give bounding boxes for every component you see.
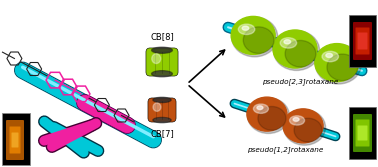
Ellipse shape — [315, 44, 359, 82]
FancyBboxPatch shape — [358, 125, 367, 140]
Ellipse shape — [257, 106, 263, 110]
Ellipse shape — [153, 71, 171, 76]
Ellipse shape — [253, 104, 268, 113]
FancyBboxPatch shape — [6, 120, 24, 160]
Ellipse shape — [243, 27, 274, 53]
Ellipse shape — [154, 118, 170, 122]
FancyBboxPatch shape — [355, 120, 370, 146]
Ellipse shape — [247, 97, 287, 131]
Ellipse shape — [294, 118, 322, 142]
Ellipse shape — [152, 54, 161, 63]
FancyBboxPatch shape — [349, 15, 376, 67]
Ellipse shape — [322, 51, 338, 62]
Text: CB[8]: CB[8] — [150, 32, 174, 41]
Ellipse shape — [153, 97, 171, 103]
FancyBboxPatch shape — [355, 28, 370, 54]
Ellipse shape — [273, 31, 320, 70]
Text: CB[7]: CB[7] — [150, 129, 174, 138]
Ellipse shape — [284, 40, 291, 44]
Ellipse shape — [283, 109, 323, 143]
FancyBboxPatch shape — [9, 126, 20, 153]
FancyBboxPatch shape — [148, 98, 176, 122]
FancyBboxPatch shape — [358, 33, 367, 49]
Ellipse shape — [242, 26, 249, 30]
Ellipse shape — [327, 54, 358, 81]
FancyBboxPatch shape — [349, 107, 376, 159]
Ellipse shape — [284, 110, 325, 145]
FancyBboxPatch shape — [353, 114, 372, 152]
Ellipse shape — [258, 107, 286, 130]
Ellipse shape — [326, 53, 332, 57]
Ellipse shape — [248, 98, 290, 133]
FancyBboxPatch shape — [11, 132, 19, 147]
Ellipse shape — [231, 16, 275, 54]
Ellipse shape — [238, 24, 255, 35]
Ellipse shape — [152, 47, 172, 53]
Text: pseudo[1,2]rotaxane: pseudo[1,2]rotaxane — [247, 146, 323, 153]
Ellipse shape — [290, 116, 305, 125]
Ellipse shape — [153, 117, 171, 123]
Ellipse shape — [280, 38, 297, 48]
Text: pseudo[2,3]rotaxane: pseudo[2,3]rotaxane — [262, 78, 338, 85]
Ellipse shape — [153, 48, 171, 52]
Ellipse shape — [153, 103, 161, 111]
FancyBboxPatch shape — [353, 22, 372, 60]
Ellipse shape — [232, 17, 278, 57]
Ellipse shape — [154, 98, 170, 102]
Ellipse shape — [285, 40, 316, 67]
FancyBboxPatch shape — [2, 113, 30, 165]
Ellipse shape — [152, 71, 172, 77]
Ellipse shape — [273, 30, 317, 68]
Ellipse shape — [315, 44, 361, 84]
Ellipse shape — [293, 118, 299, 121]
FancyBboxPatch shape — [146, 48, 178, 76]
